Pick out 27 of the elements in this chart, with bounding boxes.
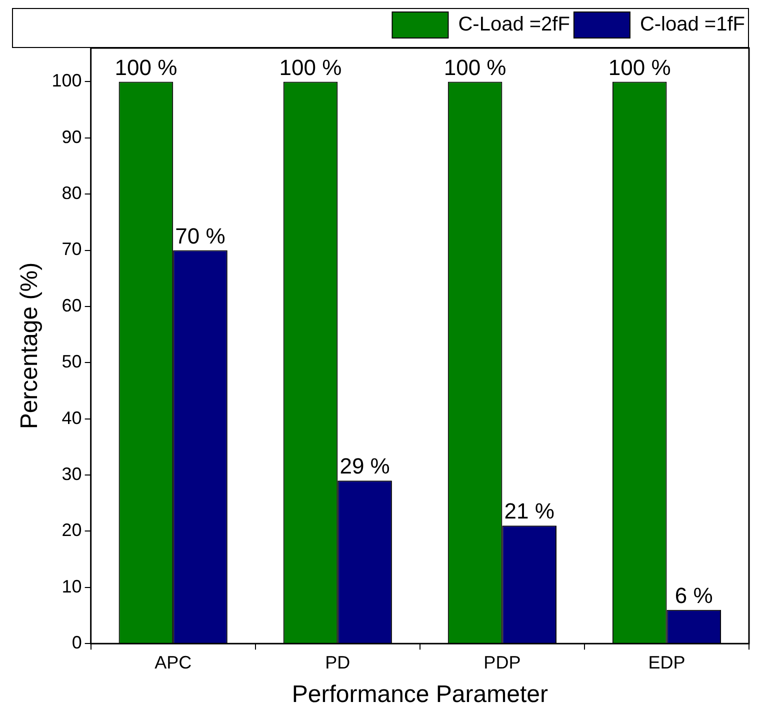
y-axis-title: Percentage (%) bbox=[16, 262, 44, 430]
x-tick-label: EDP bbox=[648, 652, 686, 672]
y-tick-label: 40 bbox=[62, 408, 82, 428]
y-tick-label: 60 bbox=[62, 295, 82, 316]
x-axis-title: Performance Parameter bbox=[292, 681, 548, 708]
y-tick-label: 70 bbox=[62, 239, 82, 260]
legend-label: C-Load =2fF bbox=[458, 14, 570, 36]
data-label: 100 % bbox=[608, 54, 671, 80]
y-tick-label: 10 bbox=[62, 576, 82, 596]
data-label: 100 % bbox=[114, 54, 178, 80]
data-label: 21 % bbox=[504, 498, 554, 524]
data-label: 29 % bbox=[340, 454, 390, 479]
legend-label: C-load =1fF bbox=[640, 14, 746, 36]
x-tick-label: APC bbox=[154, 652, 192, 672]
y-tick-label: 90 bbox=[62, 126, 82, 147]
data-label: 70 % bbox=[175, 223, 226, 248]
y-tick-label: 80 bbox=[62, 183, 82, 204]
data-label: 100 % bbox=[444, 54, 506, 80]
y-tick-label: 100 bbox=[52, 70, 82, 91]
y-tick-label: 30 bbox=[62, 464, 82, 484]
y-tick-label: 0 bbox=[72, 632, 82, 653]
x-tick-label: PDP bbox=[484, 652, 521, 672]
data-label: 100 % bbox=[279, 54, 342, 80]
data-label: 6 % bbox=[674, 582, 713, 608]
y-tick-label: 20 bbox=[62, 520, 82, 540]
y-tick-label: 50 bbox=[62, 352, 82, 372]
x-tick-label: PD bbox=[325, 652, 350, 672]
